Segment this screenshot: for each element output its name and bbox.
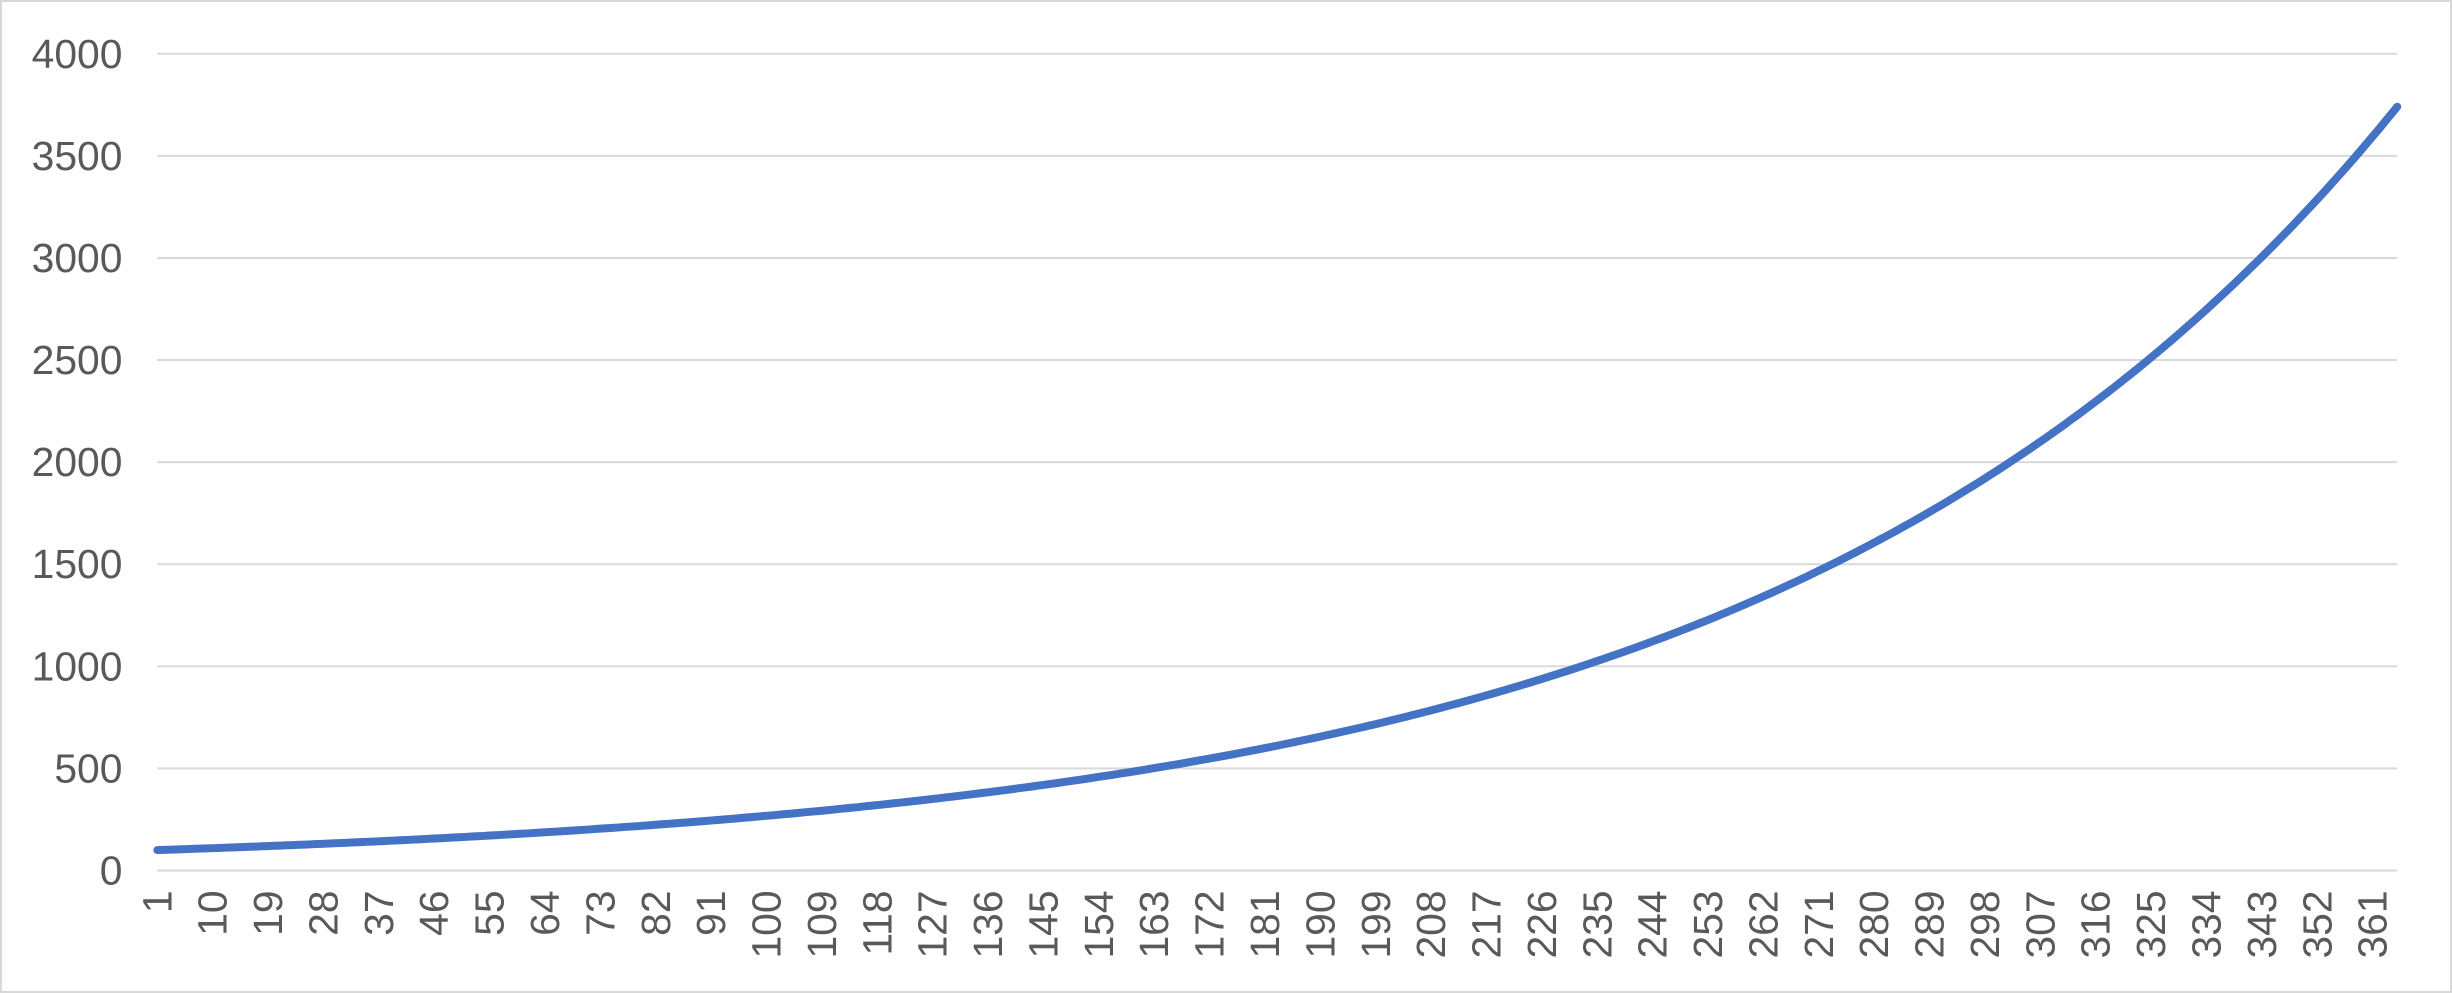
y-tick-label: 500 [54, 745, 122, 791]
y-tick-label: 2000 [32, 439, 123, 485]
x-tick-label: 136 [965, 890, 1011, 958]
x-tick-label: 37 [356, 890, 402, 935]
x-tick-label: 154 [1076, 890, 1122, 958]
y-tick-label: 3000 [32, 235, 123, 281]
x-tick-label: 190 [1297, 890, 1343, 958]
x-tick-label: 217 [1464, 890, 1510, 958]
x-tick-label: 289 [1907, 890, 1953, 958]
data-series-line [153, 102, 2402, 855]
x-tick-label: 55 [467, 890, 513, 935]
x-tick-label: 271 [1796, 890, 1842, 958]
x-tick-label: 127 [910, 890, 956, 958]
x-tick-label: 361 [2350, 890, 2396, 958]
x-tick-label: 352 [2294, 890, 2340, 958]
x-tick-label: 226 [1519, 890, 1565, 958]
x-tick-label: 235 [1574, 890, 1620, 958]
x-tick-label: 19 [245, 890, 291, 935]
x-tick-label: 82 [633, 890, 679, 935]
y-tick-label: 2500 [32, 337, 123, 383]
x-tick-label: 46 [411, 890, 457, 935]
x-tick-label: 91 [688, 890, 734, 935]
x-tick-label: 262 [1740, 890, 1786, 958]
y-tick-label: 4000 [32, 31, 123, 77]
x-axis-labels: 1 10 19 28 37 46 55 64 73 82 91 100 109 118 127 136 145 1… [134, 890, 2395, 958]
y-tick-label: 3500 [32, 133, 123, 179]
x-tick-label: 253 [1685, 890, 1731, 958]
x-tick-label: 172 [1187, 890, 1233, 958]
x-tick-label: 298 [1962, 890, 2008, 958]
x-tick-label: 325 [2128, 890, 2174, 958]
x-tick-label: 28 [300, 890, 346, 935]
x-tick-label: 118 [854, 890, 900, 955]
x-tick-label: 1 [134, 890, 180, 913]
x-tick-label: 10 [190, 890, 236, 935]
gridlines [157, 52, 2398, 872]
x-tick-label: 334 [2183, 890, 2229, 958]
x-tick-label: 244 [1630, 890, 1676, 958]
data-series-group [153, 102, 2402, 855]
x-tick-label: 199 [1353, 890, 1399, 958]
y-tick-label: 0 [100, 847, 123, 893]
x-tick-label: 145 [1020, 890, 1066, 958]
x-tick-label: 316 [2073, 890, 2119, 958]
x-tick-label: 307 [2017, 890, 2063, 958]
y-tick-label: 1000 [32, 643, 123, 689]
x-tick-label: 109 [799, 890, 845, 958]
x-tick-label: 280 [1851, 890, 1897, 958]
x-tick-label: 208 [1408, 890, 1454, 958]
y-axis-labels: 0 500 1000 1500 2000 2500 3000 3500 4000 [32, 31, 123, 894]
x-tick-label: 343 [2239, 890, 2285, 958]
x-tick-label: 100 [744, 890, 790, 958]
x-tick-label: 73 [577, 890, 623, 935]
y-tick-label: 1500 [32, 541, 123, 587]
x-tick-label: 181 [1242, 890, 1288, 958]
x-tick-label: 163 [1131, 890, 1177, 958]
x-tick-label: 64 [522, 890, 568, 935]
